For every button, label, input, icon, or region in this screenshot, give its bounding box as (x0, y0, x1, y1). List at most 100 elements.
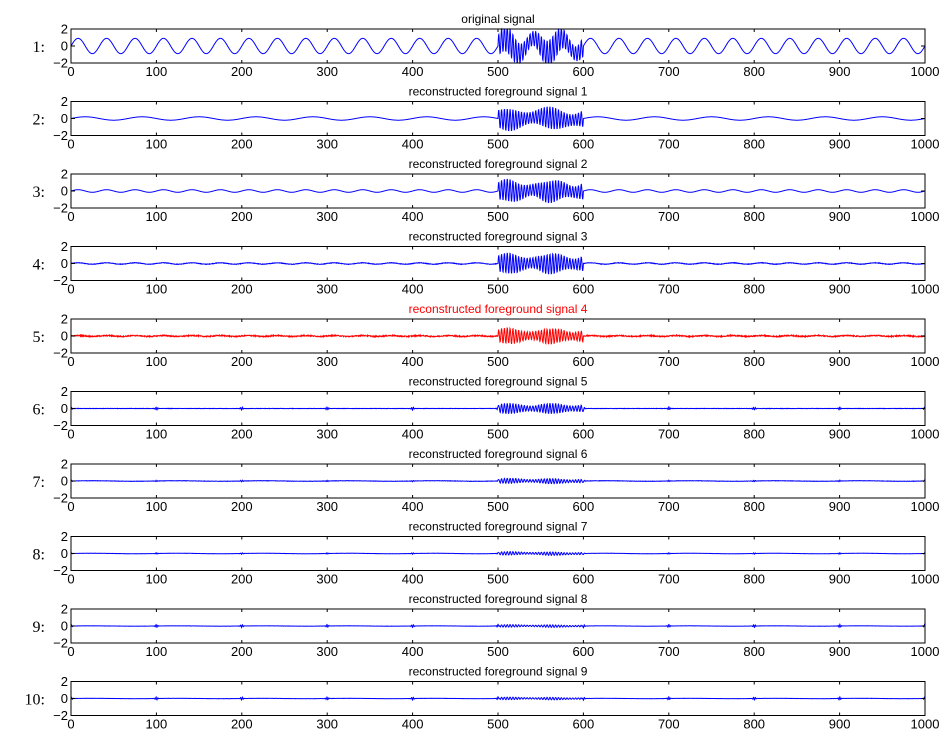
subplot-title: original signal (461, 12, 534, 26)
subplot-1: original signal 1: 0 100 200 300 400 500 600 700 8… (33, 12, 940, 79)
x-tick-label: 700 (658, 282, 680, 297)
x-tick-label: 500 (487, 427, 509, 442)
x-tick-label: 1000 (911, 354, 940, 369)
row-label: 5: (33, 329, 45, 346)
x-tick-label: 700 (658, 644, 680, 659)
row-label: 8: (33, 547, 45, 564)
x-tick-label: 400 (402, 354, 424, 369)
x-tick-label: 300 (316, 64, 338, 79)
x-tick-label: 600 (573, 644, 595, 659)
x-tick-label: 100 (146, 499, 168, 514)
y-tick-label: 0 (61, 256, 68, 271)
row-label: 1: (33, 39, 45, 56)
y-tick-label: −2 (53, 563, 68, 578)
x-tick-label: 100 (146, 209, 168, 224)
x-tick-label: 1000 (911, 499, 940, 514)
y-tick-label: 2 (61, 94, 68, 109)
series-line (70, 695, 926, 702)
y-tick-label: 2 (61, 674, 68, 689)
x-tick-label: 300 (316, 499, 338, 514)
x-tick-label: 900 (829, 499, 851, 514)
x-tick-label: 300 (316, 427, 338, 442)
x-tick-label: 300 (316, 137, 338, 152)
subplot-3: reconstructed foreground signal 2 3: 0 100 2… (33, 157, 940, 224)
subplot-7: reconstructed foreground signal 6 7: 0 100 2… (33, 447, 940, 514)
subplot-title: reconstructed foreground signal 9 (409, 665, 588, 679)
x-tick-label: 500 (487, 644, 509, 659)
subplot-title: reconstructed foreground signal 2 (409, 157, 588, 171)
x-tick-label: 700 (658, 64, 680, 79)
x-tick-label: 700 (658, 572, 680, 587)
x-tick-label: 900 (829, 209, 851, 224)
x-tick-label: 400 (402, 137, 424, 152)
subplot-5: reconstructed foreground signal 4 5: 0 100 2… (33, 302, 940, 369)
x-tick-label: 1000 (911, 282, 940, 297)
x-tick-label: 600 (573, 427, 595, 442)
x-tick-label: 400 (402, 427, 424, 442)
series-line (70, 27, 926, 64)
x-tick-label: 0 (67, 64, 74, 79)
x-tick-label: 1000 (911, 572, 940, 587)
y-tick-label: −2 (53, 346, 68, 361)
x-tick-label: 100 (146, 427, 168, 442)
x-tick-label: 600 (573, 137, 595, 152)
x-tick-label: 200 (231, 572, 253, 587)
y-tick-label: 0 (61, 329, 68, 344)
x-tick-label: 600 (573, 499, 595, 514)
subplot-title: reconstructed foreground signal 8 (409, 592, 588, 606)
x-tick-label: 300 (316, 282, 338, 297)
series-line (70, 550, 926, 557)
x-tick-label: 600 (573, 64, 595, 79)
y-tick-label: −2 (53, 708, 68, 723)
subplot-10: reconstructed foreground signal 9 10: 0 100… (25, 665, 940, 732)
subplot-9: reconstructed foreground signal 8 9: 0 100 2… (33, 592, 940, 659)
series-line (70, 477, 926, 485)
x-tick-label: 200 (231, 209, 253, 224)
row-label: 9: (33, 619, 45, 636)
subplot-6: reconstructed foreground signal 5 6: 0 100 2… (33, 375, 940, 442)
series-line (70, 252, 926, 275)
subplot-4: reconstructed foreground signal 3 4: 0 100 2… (33, 230, 940, 297)
y-tick-label: 0 (61, 184, 68, 199)
x-tick-label: 400 (402, 282, 424, 297)
x-tick-label: 700 (658, 354, 680, 369)
x-tick-label: 500 (487, 499, 509, 514)
subplot-2: reconstructed foreground signal 1 2: 0 100 2… (33, 85, 940, 152)
x-tick-label: 900 (829, 717, 851, 732)
y-tick-label: 0 (61, 691, 68, 706)
x-tick-label: 800 (743, 427, 765, 442)
x-tick-label: 900 (829, 137, 851, 152)
series-line (70, 622, 926, 629)
x-tick-label: 800 (743, 644, 765, 659)
subplot-title: reconstructed foreground signal 1 (409, 85, 588, 99)
row-label: 3: (33, 184, 45, 201)
x-tick-label: 800 (743, 209, 765, 224)
x-tick-label: 500 (487, 137, 509, 152)
y-tick-label: 0 (61, 39, 68, 54)
x-tick-label: 800 (743, 717, 765, 732)
x-tick-label: 0 (67, 572, 74, 587)
y-tick-label: −2 (53, 201, 68, 216)
x-tick-label: 400 (402, 209, 424, 224)
x-tick-label: 100 (146, 644, 168, 659)
row-label: 4: (33, 257, 45, 274)
x-tick-label: 800 (743, 282, 765, 297)
x-tick-label: 0 (67, 644, 74, 659)
y-tick-label: −2 (53, 418, 68, 433)
x-tick-label: 700 (658, 499, 680, 514)
series-line (70, 106, 926, 132)
x-tick-label: 0 (67, 354, 74, 369)
x-tick-label: 300 (316, 644, 338, 659)
series-line (70, 402, 926, 415)
y-tick-label: 2 (61, 239, 68, 254)
series-line (70, 178, 926, 204)
x-tick-label: 400 (402, 64, 424, 79)
x-tick-label: 300 (316, 354, 338, 369)
y-tick-label: 0 (61, 474, 68, 489)
x-tick-label: 600 (573, 717, 595, 732)
x-tick-label: 100 (146, 282, 168, 297)
series-line (70, 326, 926, 345)
y-tick-label: −2 (53, 273, 68, 288)
x-tick-label: 600 (573, 354, 595, 369)
